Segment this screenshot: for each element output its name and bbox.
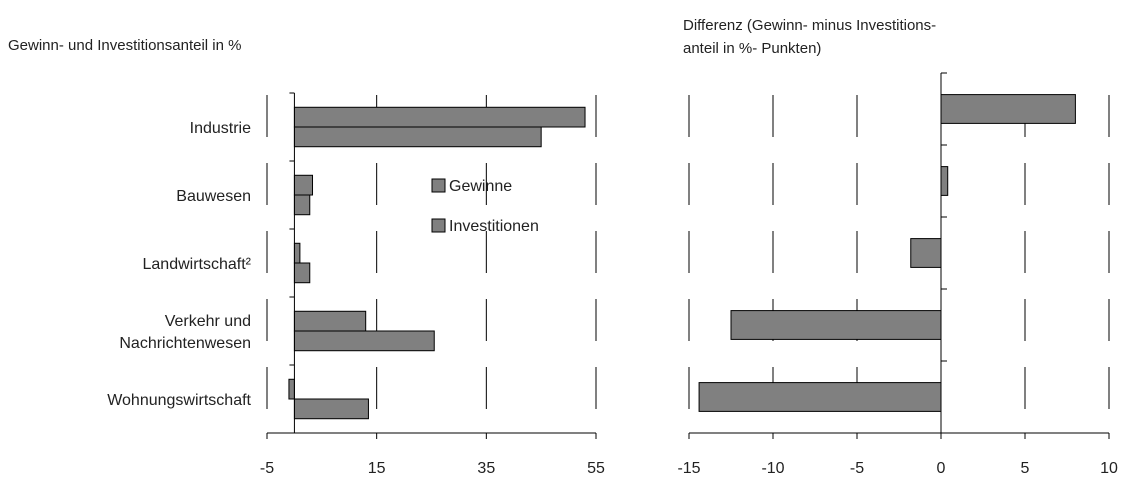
left-tick-label: 55 (587, 460, 605, 477)
right-tick-label: -15 (677, 460, 700, 477)
diff-bar-verkehr-und-nachrichtenwesen (730, 310, 942, 340)
category-label-landwirtschaft: Landwirtschaft² (143, 256, 252, 273)
bar-investitionen-bauwesen (293, 194, 311, 216)
left-grid (266, 93, 597, 433)
right-grid (688, 93, 1110, 433)
left-tick-label: 15 (368, 460, 386, 477)
legend: Gewinne Investitionen (431, 178, 539, 235)
bar-investitionen-industrie (293, 126, 542, 148)
legend-label-investitionen: Investitionen (449, 218, 539, 235)
bar-gewinne-bauwesen (293, 174, 314, 196)
right-tick-label: 0 (937, 460, 946, 477)
category-label-verkehr-und-nachrichtenwesen-1: Verkehr und (165, 313, 251, 330)
bar-investitionen-verkehr-und-nachrichtenwesen (293, 330, 435, 352)
right-chart: Differenz (Gewinn- minus Investitions- a… (677, 17, 1118, 477)
left-axis (266, 92, 597, 439)
bar-investitionen-landwirtschaft (293, 262, 311, 284)
category-label-wohnungswirtschaft: Wohnungswirtschaft (107, 392, 251, 409)
diff-bar-landwirtschaft (910, 238, 942, 268)
bar-gewinne-industrie (293, 106, 586, 128)
left-bars (288, 106, 586, 420)
left-chart: Gewinn- und Investitionsanteil in % Indu… (8, 37, 605, 477)
right-bars (698, 94, 1076, 412)
left-tick-label: -5 (260, 460, 274, 477)
bar-gewinne-landwirtschaft (293, 242, 301, 264)
legend-label-gewinne: Gewinne (449, 178, 512, 195)
left-tick-label: 35 (477, 460, 495, 477)
category-label-bauwesen: Bauwesen (176, 188, 251, 205)
category-label-industrie: Industrie (190, 120, 251, 137)
legend-swatch-investitionen (431, 218, 446, 233)
right-tick-labels: -15 -10 -5 0 5 10 (677, 460, 1118, 477)
right-axis (688, 72, 1110, 439)
left-category-labels: Industrie Bauwesen Landwirtschaft² Verkehr … (107, 120, 251, 409)
right-chart-title-line-1: Differenz (Gewinn- minus Investitions- (683, 17, 936, 34)
diff-bar-industrie (940, 94, 1076, 124)
right-tick-label: 10 (1100, 460, 1118, 477)
right-chart-title-line-2: anteil in %- Punkten) (683, 40, 821, 57)
right-tick-label: 5 (1021, 460, 1030, 477)
bar-gewinne-verkehr-und-nachrichtenwesen (293, 310, 367, 332)
diff-bar-bauwesen (940, 166, 949, 196)
legend-swatch-gewinne (431, 178, 446, 193)
left-chart-title: Gewinn- und Investitionsanteil in % (8, 37, 241, 54)
right-tick-label: -5 (850, 460, 864, 477)
bar-investitionen-wohnungswirtschaft (293, 398, 369, 420)
category-label-verkehr-und-nachrichtenwesen-2: Nachrichtenwesen (119, 335, 251, 352)
diff-bar-wohnungswirtschaft (698, 382, 942, 412)
right-tick-label: -10 (761, 460, 784, 477)
left-tick-labels: -5 15 35 55 (260, 460, 605, 477)
bar-gewinne-wohnungswirtschaft (288, 378, 295, 400)
